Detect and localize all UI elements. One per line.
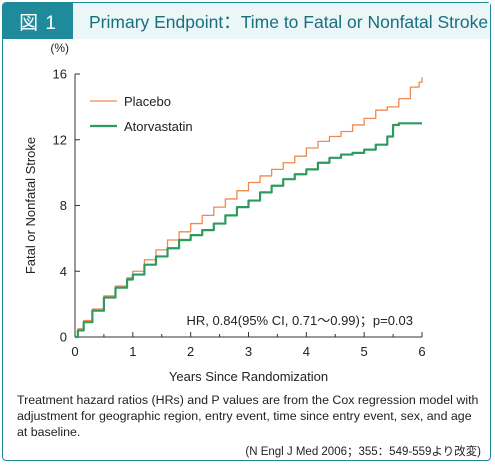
legend-label-placebo: Placebo [124, 94, 171, 109]
y-tick-label: 4 [60, 264, 67, 279]
y-tick-label: 12 [53, 132, 67, 147]
x-tick-label: 4 [303, 344, 310, 359]
x-tick-label: 0 [71, 344, 78, 359]
y-tick-label: 0 [60, 330, 67, 345]
source-citation: (N Engl J Med 2006；355：549-559より改変) [245, 446, 481, 458]
x-tick-label: 3 [245, 344, 252, 359]
x-tick-label: 1 [129, 344, 136, 359]
y-tick-label: 8 [60, 198, 67, 213]
chart-caption: Treatment hazard ratios (HRs) and P valu… [17, 393, 479, 439]
chart-title: Primary Endpoint：Time to Fatal or Nonfat… [73, 3, 490, 39]
legend-label-atorvastatin: Atorvastatin [124, 119, 193, 134]
figure-label: 図 1 [3, 3, 73, 39]
y-unit-label: (%) [50, 41, 69, 55]
figure-frame [2, 2, 491, 461]
y-axis-title: Fatal or Nonfatal Stroke [23, 137, 38, 274]
x-tick-label: 5 [361, 344, 368, 359]
x-tick-label: 6 [418, 344, 425, 359]
x-axis-title: Years Since Randomization [169, 369, 328, 384]
figure-header: 図 1 Primary Endpoint：Time to Fatal or No… [3, 3, 490, 39]
x-tick-label: 2 [187, 344, 194, 359]
hazard-ratio-annotation: HR, 0.84(95% CI, 0.71～0.99)；p=0.03 [186, 313, 413, 329]
series-line-atorvastatin [75, 122, 422, 339]
y-tick-label: 16 [53, 67, 67, 82]
